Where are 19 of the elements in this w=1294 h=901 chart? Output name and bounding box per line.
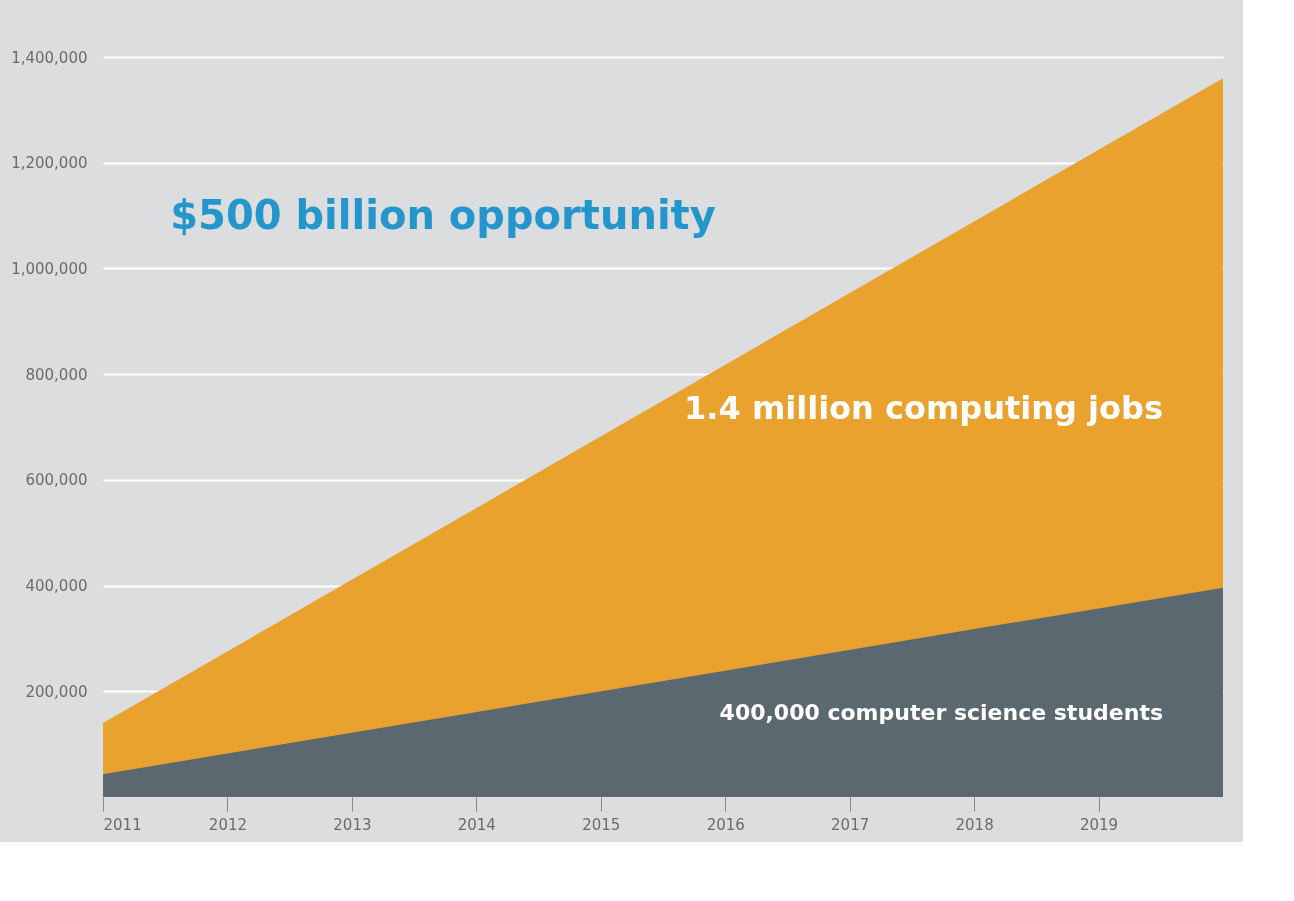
y-tick-label: 1,000,000 <box>11 259 88 278</box>
y-tick-label: 1,200,000 <box>11 154 88 173</box>
series-label: 1.4 million computing jobs <box>684 389 1163 428</box>
y-tick-label: 200,000 <box>25 682 88 701</box>
y-tick-label: 400,000 <box>25 577 88 596</box>
y-tick-label: 1,400,000 <box>11 48 88 67</box>
x-tick-label: 2011 <box>103 815 142 834</box>
x-tick-label: 2012 <box>208 815 248 834</box>
x-tick-label: 2016 <box>706 815 745 834</box>
x-tick-label: 2017 <box>831 815 870 834</box>
x-tick-label: 2014 <box>457 815 496 834</box>
annotation: $500 billion opportunity <box>170 192 716 238</box>
series-label: 400,000 computer science students <box>719 700 1163 726</box>
x-tick-label: 2018 <box>955 815 994 834</box>
y-tick-label: 600,000 <box>25 471 88 490</box>
x-tick-label: 2019 <box>1079 815 1119 834</box>
y-tick-label: 800,000 <box>25 365 88 384</box>
x-tick-label: 2013 <box>333 815 372 834</box>
x-tick-label: 2015 <box>582 815 621 834</box>
